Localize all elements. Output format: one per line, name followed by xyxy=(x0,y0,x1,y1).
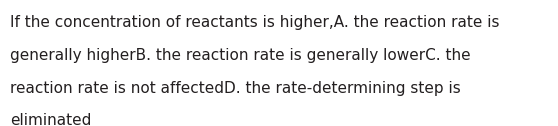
Text: eliminated: eliminated xyxy=(10,113,92,126)
Text: reaction rate is not affectedD. the rate-determining step is: reaction rate is not affectedD. the rate… xyxy=(10,81,461,96)
Text: generally higherB. the reaction rate is generally lowerC. the: generally higherB. the reaction rate is … xyxy=(10,48,470,63)
Text: If the concentration of reactants is higher,A. the reaction rate is: If the concentration of reactants is hig… xyxy=(10,15,499,30)
